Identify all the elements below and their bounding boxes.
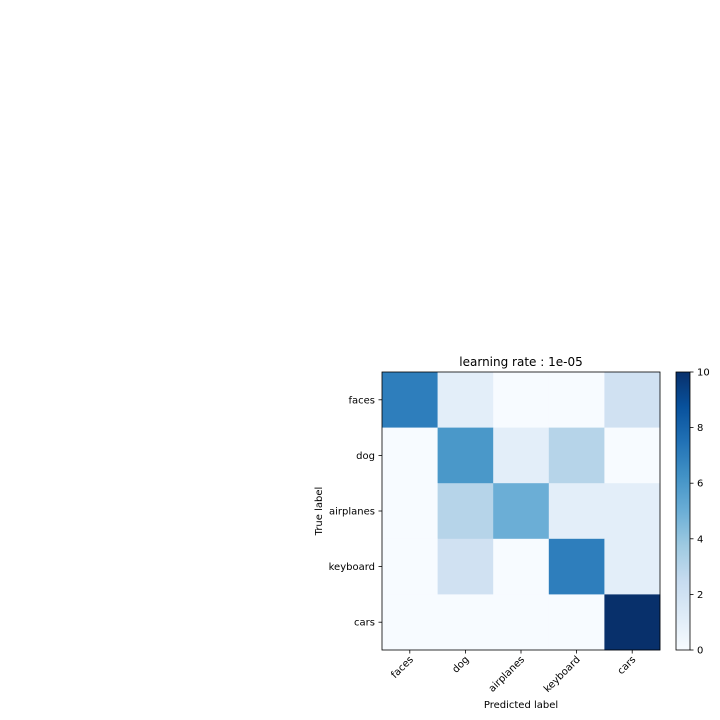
heatmap-cell: [493, 372, 550, 428]
heatmap-cell: [548, 538, 605, 595]
heatmap-cell: [382, 427, 438, 484]
heatmap-cells: [382, 372, 661, 651]
x-tick-label: airplanes: [487, 654, 527, 694]
heatmap-cell: [604, 594, 661, 651]
heatmap-cell: [382, 594, 438, 651]
x-axis-label: Predicted label: [484, 700, 558, 711]
colorbar-tick-label: 10: [697, 368, 710, 379]
colorbar: [675, 371, 691, 651]
heatmap-cell: [493, 483, 550, 540]
y-tick-label: cars: [354, 618, 375, 629]
colorbar-tick-label: 2: [697, 590, 703, 601]
y-tick-label: keyboard: [329, 562, 375, 573]
heatmap-cell: [604, 483, 661, 540]
heatmap-cell: [382, 483, 438, 540]
heatmap-cell: [382, 372, 438, 428]
y-tick-label: airplanes: [329, 507, 375, 518]
heatmap-cell: [548, 427, 605, 484]
x-axis-ticks: faces dog airplanes keyboard cars: [389, 650, 638, 695]
heatmap-cell: [437, 427, 494, 484]
x-tick-label: cars: [616, 654, 639, 677]
heatmap-cell: [604, 372, 661, 428]
colorbar-ticks: 0 2 4 6 8 10: [690, 368, 710, 657]
heatmap-cell: [437, 538, 494, 595]
heatmap-cell: [604, 427, 661, 484]
heatmap-cell: [604, 538, 661, 595]
y-tick-label: dog: [356, 451, 375, 462]
heatmap-cell: [437, 372, 494, 428]
heatmap-cell: [548, 483, 605, 540]
heatmap-cell: [493, 594, 550, 651]
x-tick-label: keyboard: [542, 654, 583, 695]
colorbar-tick-label: 4: [697, 534, 703, 545]
x-tick-label: faces: [389, 654, 416, 681]
heatmap-cell: [493, 538, 550, 595]
heatmap-cell: [437, 594, 494, 651]
heatmap-cell: [548, 372, 605, 428]
heatmap-cell: [493, 427, 550, 484]
heatmap-cell: [548, 594, 605, 651]
heatmap-cell: [437, 483, 494, 540]
y-axis-ticks: faces dog airplanes keyboard cars: [329, 395, 382, 629]
y-tick-label: faces: [348, 395, 375, 406]
heatmap-cell: [382, 538, 438, 595]
x-tick-label: dog: [450, 654, 471, 675]
colorbar-tick-label: 6: [697, 479, 703, 490]
colorbar-tick-label: 8: [697, 423, 703, 434]
colorbar-tick-label: 0: [697, 646, 703, 657]
chart-title: learning rate : 1e-05: [459, 355, 582, 369]
y-axis-label: True label: [314, 487, 325, 537]
